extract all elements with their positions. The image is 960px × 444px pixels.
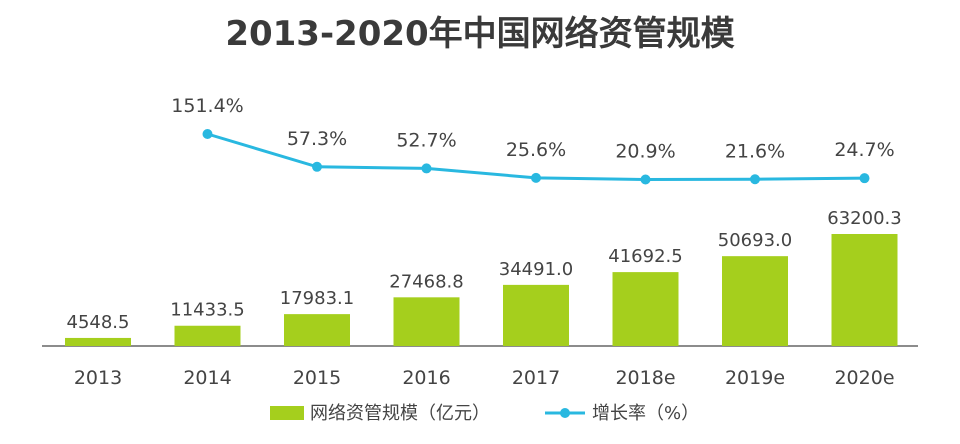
bar: [65, 337, 131, 346]
x-tick-label: 2015: [293, 367, 341, 389]
growth-rate-point: [640, 174, 651, 185]
bar: [284, 314, 350, 346]
growth-rate-point: [421, 163, 432, 174]
growth-rate-label: 25.6%: [506, 139, 566, 161]
bar-value-label: 27468.8: [389, 271, 463, 292]
bar: [503, 284, 569, 346]
growth-rate-label: 24.7%: [834, 139, 894, 161]
bar: [393, 297, 460, 346]
bar-value-label: 63200.3: [827, 208, 901, 229]
bar: [612, 272, 679, 346]
x-tick-label: 2017: [512, 367, 560, 389]
x-tick-label: 2019e: [725, 367, 785, 389]
legend-bar-label: 网络资管规模（亿元）: [310, 403, 490, 424]
bar-value-label: 34491.0: [499, 259, 573, 280]
legend-bar-swatch: [270, 406, 304, 420]
growth-rate-label: 57.3%: [287, 128, 347, 150]
bar-value-label: 11433.5: [170, 300, 244, 321]
growth-rate-label: 20.9%: [615, 141, 675, 163]
bar-value-label: 41692.5: [608, 246, 682, 267]
bar: [174, 325, 241, 346]
growth-rate-point: [531, 172, 541, 183]
bar-value-label: 4548.5: [67, 312, 130, 333]
growth-rate-point: [859, 173, 870, 184]
growth-rate-point: [202, 129, 213, 139]
legend-line-label: 增长率（%）: [592, 403, 699, 424]
growth-rate-point: [312, 161, 322, 172]
bar-value-label: 50693.0: [718, 230, 792, 251]
growth-rate-label: 21.6%: [725, 140, 785, 162]
bar-value-label: 17983.1: [280, 288, 354, 309]
x-tick-label: 2013: [74, 367, 122, 389]
x-tick-label: 2020e: [834, 367, 894, 389]
growth-rate-point: [750, 174, 760, 185]
legend-line-marker: [560, 408, 570, 418]
bar: [831, 234, 898, 346]
x-tick-label: 2014: [183, 367, 231, 389]
x-tick-label: 2018e: [615, 367, 675, 389]
growth-rate-label: 52.7%: [396, 129, 456, 151]
bar: [722, 256, 788, 346]
x-tick-label: 2016: [402, 367, 450, 389]
growth-rate-label: 151.4%: [171, 95, 243, 117]
chart-title: 2013-2020年中国网络资管规模: [225, 14, 735, 54]
